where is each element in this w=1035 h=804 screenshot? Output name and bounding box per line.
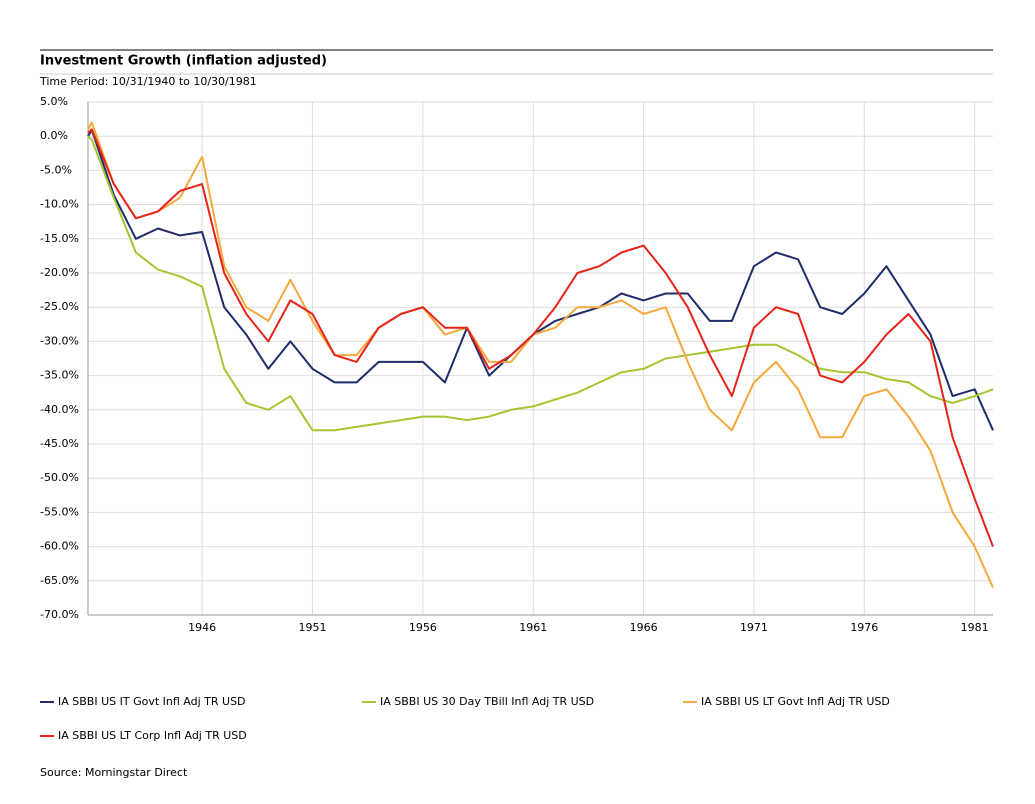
y-tick-label: -15.0% — [40, 232, 79, 245]
y-tick-label: -30.0% — [40, 334, 79, 347]
y-tick-label: -5.0% — [40, 163, 72, 176]
series-line — [87, 135, 994, 432]
chart-title: Investment Growth (inflation adjusted) — [40, 54, 327, 69]
series-line — [87, 129, 994, 431]
y-tick-label: -70.0% — [40, 608, 79, 621]
y-tick-label: 0.0% — [40, 129, 68, 142]
y-tick-label: -40.0% — [40, 403, 79, 416]
x-tick-label: 1961 — [519, 621, 547, 634]
y-tick-label: -50.0% — [40, 471, 79, 484]
y-tick-label: -45.0% — [40, 437, 79, 450]
x-tick-label: 1946 — [188, 621, 216, 634]
series-line — [87, 121, 994, 589]
x-tick-label: 1951 — [298, 621, 326, 634]
y-tick-label: -35.0% — [40, 369, 79, 382]
x-tick-label: 1956 — [409, 621, 437, 634]
x-tick-label: 1981 — [961, 621, 989, 634]
y-tick-label: -60.0% — [40, 540, 79, 553]
y-tick-label: -65.0% — [40, 574, 79, 587]
x-tick-label: 1971 — [740, 621, 768, 634]
y-tick-label: 5.0% — [40, 95, 68, 108]
legend-label: IA SBBI US LT Govt Infl Adj TR USD — [701, 695, 890, 708]
y-tick-label: -10.0% — [40, 198, 79, 211]
subtitle: Time Period: 10/31/1940 to 10/30/1981 — [39, 75, 257, 88]
series-line — [87, 128, 994, 547]
x-tick-label: 1976 — [850, 621, 878, 634]
y-tick-label: -55.0% — [40, 505, 79, 518]
legend-label: IA SBBI US 30 Day TBill Infl Adj TR USD — [380, 695, 594, 708]
y-tick-label: -20.0% — [40, 266, 79, 279]
y-tick-label: -25.0% — [40, 300, 79, 313]
source: Source: Morningstar Direct — [40, 766, 188, 779]
legend-label: IA SBBI US IT Govt Infl Adj TR USD — [58, 695, 246, 708]
x-tick-label: 1966 — [630, 621, 658, 634]
legend-label: IA SBBI US LT Corp Infl Adj TR USD — [58, 729, 247, 742]
